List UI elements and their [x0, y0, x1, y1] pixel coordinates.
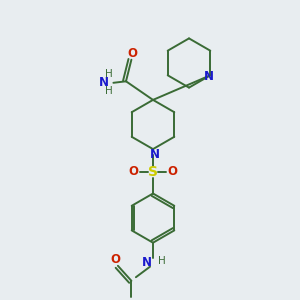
Text: O: O — [167, 165, 177, 178]
Text: S: S — [148, 165, 158, 178]
Text: H: H — [105, 86, 113, 96]
Text: O: O — [129, 165, 139, 178]
Text: O: O — [110, 253, 120, 266]
Text: N: N — [149, 148, 160, 161]
Text: O: O — [127, 47, 137, 60]
Text: N: N — [142, 256, 152, 269]
Text: N: N — [99, 76, 109, 89]
Text: H: H — [105, 69, 113, 80]
Text: N: N — [204, 70, 214, 83]
Text: H: H — [158, 256, 165, 266]
